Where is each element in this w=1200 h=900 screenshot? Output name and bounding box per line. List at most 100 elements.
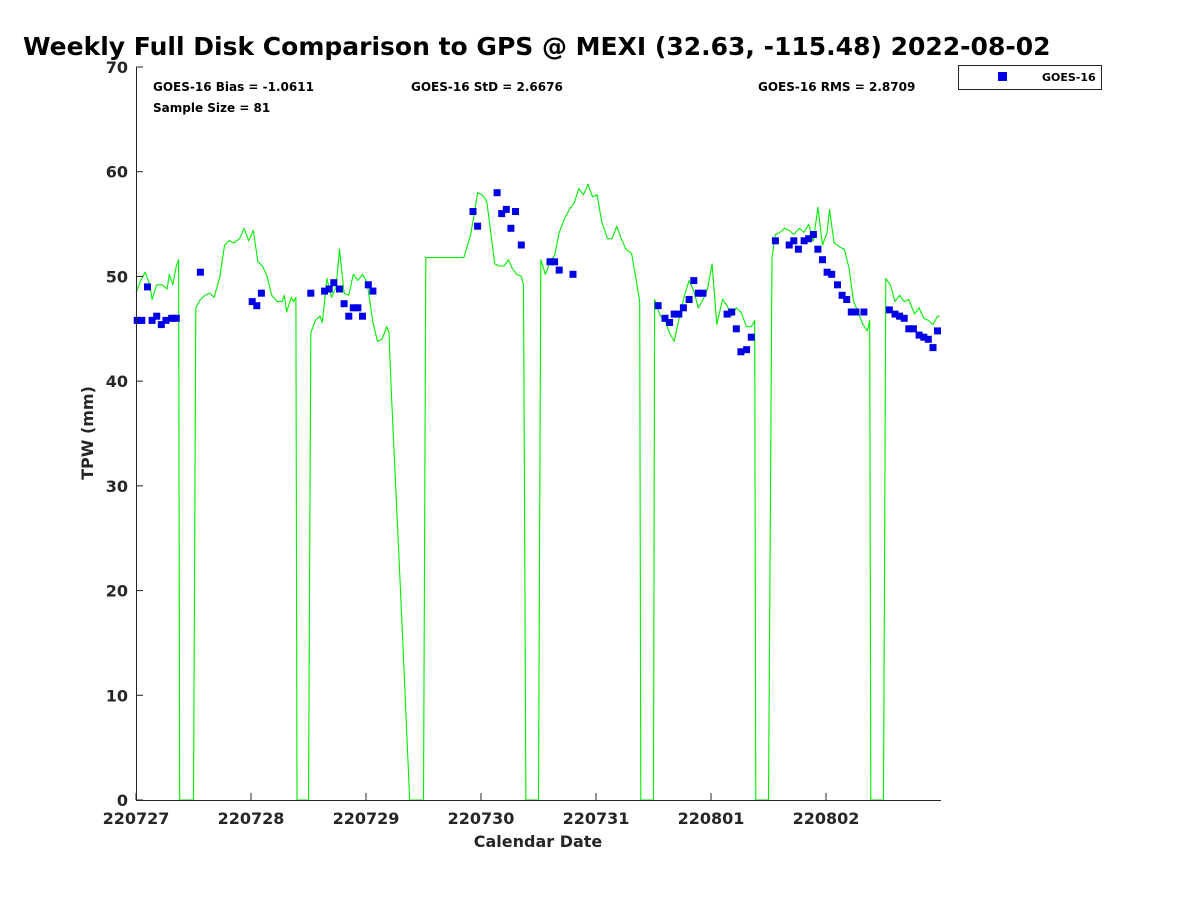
goes16-point xyxy=(828,270,836,278)
x-axis-ticks: 220727 220728 220729 220730 220731 220801 2208… xyxy=(103,793,860,828)
goes16-point xyxy=(909,325,917,333)
goes16-point xyxy=(569,270,577,278)
goes16-point xyxy=(359,312,366,320)
goes16-point xyxy=(819,256,826,264)
goes16-point xyxy=(546,258,554,266)
goes16-point xyxy=(675,310,683,318)
goes16-point xyxy=(325,285,333,293)
goes16-point xyxy=(257,289,265,297)
goes16-point xyxy=(168,314,176,322)
goes16-point xyxy=(794,245,802,253)
goes16-point xyxy=(493,189,501,197)
goes16-point xyxy=(349,304,357,312)
goes16-point xyxy=(654,302,662,310)
goes-points-group xyxy=(133,189,941,356)
goes16-point xyxy=(330,279,338,287)
goes16-point xyxy=(690,277,698,285)
goes16-point xyxy=(661,314,669,322)
goes16-point xyxy=(790,237,798,245)
goes16-point xyxy=(929,344,937,352)
y-tick-label: 10 xyxy=(106,686,128,705)
goes16-point xyxy=(891,310,899,318)
goes16-point xyxy=(253,302,261,310)
goes16-point xyxy=(743,346,751,354)
goes16-point xyxy=(369,287,377,295)
goes16-point xyxy=(823,268,831,276)
y-tick-label: 70 xyxy=(106,58,128,77)
goes16-point xyxy=(133,316,141,324)
goes16-point xyxy=(699,289,707,297)
goes16-point xyxy=(847,308,855,316)
y-tick-label: 30 xyxy=(106,477,128,496)
x-tick-label: 220730 xyxy=(448,809,515,828)
legend-marker xyxy=(998,72,1007,81)
goes16-point xyxy=(138,316,146,324)
goes16-point xyxy=(307,289,315,297)
goes16-point xyxy=(920,333,928,341)
goes16-point xyxy=(834,281,841,289)
x-tick-label: 220729 xyxy=(333,809,400,828)
goes16-point xyxy=(157,321,165,329)
plot-area: 0 10 20 30 40 50 60 70 220727 220728 220729 220730… xyxy=(103,58,941,828)
x-axis-label: Calendar Date xyxy=(474,832,603,851)
y-tick-label: 0 xyxy=(117,791,128,810)
goes16-point xyxy=(144,283,151,291)
stat-bias: GOES-16 Bias = -1.0611 xyxy=(153,80,314,94)
goes16-point xyxy=(896,312,904,320)
goes16-point xyxy=(512,208,519,215)
goes16-point xyxy=(747,333,755,341)
goes16-point xyxy=(915,331,923,339)
y-tick-label: 50 xyxy=(106,267,128,286)
gps-series-line xyxy=(135,183,940,801)
goes16-point xyxy=(694,289,702,297)
goes16-point xyxy=(364,281,372,289)
goes16-point xyxy=(670,310,678,318)
goes16-point xyxy=(905,325,913,333)
goes16-point xyxy=(843,296,851,303)
goes16-point xyxy=(172,314,180,322)
goes16-point xyxy=(248,298,256,306)
gps-line-group xyxy=(135,183,940,801)
goes16-point xyxy=(498,210,506,218)
goes16-point xyxy=(924,335,932,343)
goes16-point xyxy=(679,304,687,312)
goes16-point xyxy=(809,231,817,238)
legend-label: GOES-16 xyxy=(1042,71,1096,84)
goes16-point xyxy=(771,237,779,245)
goes16-point xyxy=(838,291,846,299)
goes16-point xyxy=(162,316,170,324)
x-tick-label: 220727 xyxy=(103,809,170,828)
y-axis-ticks: 0 10 20 30 40 50 60 70 xyxy=(106,58,143,810)
goes16-point xyxy=(517,241,525,249)
x-tick-label: 220731 xyxy=(563,809,630,828)
y-tick-label: 20 xyxy=(106,582,128,601)
goes16-point xyxy=(153,312,161,320)
goes16-point xyxy=(555,266,563,274)
goes16-point xyxy=(723,310,731,318)
goes16-point xyxy=(502,205,510,213)
goes16-point xyxy=(148,316,156,324)
goes16-point xyxy=(507,224,515,232)
goes16-point xyxy=(551,258,559,266)
y-tick-label: 60 xyxy=(106,163,128,182)
x-tick-label: 220728 xyxy=(218,809,285,828)
y-tick-label: 40 xyxy=(106,372,128,391)
x-tick-label: 220802 xyxy=(793,809,860,828)
goes16-point xyxy=(474,222,482,230)
legend: GOES-16 xyxy=(958,65,1102,90)
goes16-point xyxy=(934,327,941,335)
stat-sample-size: Sample Size = 81 xyxy=(153,101,270,115)
goes16-point xyxy=(785,241,793,249)
y-axis-label: TPW (mm) xyxy=(78,386,97,480)
goes16-point xyxy=(685,296,693,303)
goes16-point xyxy=(805,235,813,243)
goes16-point xyxy=(196,268,204,276)
goes16-point xyxy=(336,285,343,293)
goes16-point xyxy=(354,304,362,312)
goes16-point xyxy=(737,348,745,356)
stat-rms: GOES-16 RMS = 2.8709 xyxy=(758,80,915,94)
stat-std: GOES-16 StD = 2.6676 xyxy=(411,80,563,94)
goes16-point xyxy=(728,308,736,316)
goes16-point xyxy=(852,308,860,316)
